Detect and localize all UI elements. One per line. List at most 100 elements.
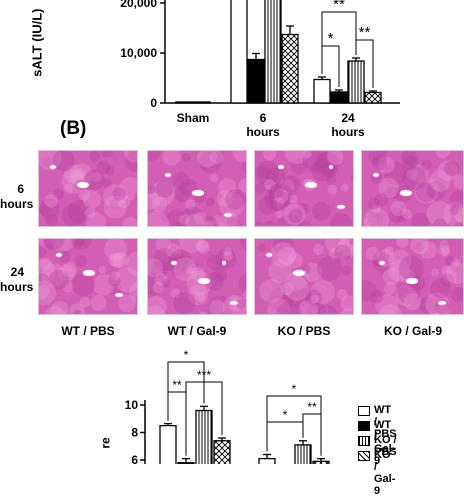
- tissue-patch: [243, 290, 246, 300]
- tissue-patch: [273, 188, 289, 204]
- tissue-patch: [39, 151, 62, 171]
- y-tick-label: 6: [131, 453, 138, 464]
- histology-6h-ko-gal9: [361, 150, 464, 227]
- tissue-patch: [184, 263, 196, 274]
- tissue-patch: [172, 171, 190, 189]
- x-tick-label: Sham: [177, 111, 210, 125]
- tissue-patch: [426, 201, 453, 226]
- tissue-patch: [123, 151, 137, 163]
- tissue-patch: [119, 177, 137, 200]
- tissue-background: [362, 239, 463, 314]
- legend-swatch-crosshatch: [358, 451, 370, 461]
- tissue-patch: [195, 239, 209, 252]
- tissue-texture: [148, 151, 246, 226]
- tissue-patch: [50, 300, 69, 314]
- tissue-patch: [154, 273, 168, 286]
- bar: [258, 457, 276, 464]
- tissue-patch: [209, 151, 224, 165]
- tissue-patch: [436, 305, 450, 314]
- vessel: [372, 172, 380, 178]
- tissue-patch: [167, 253, 190, 276]
- tissue-patch: [69, 239, 92, 251]
- tissue-patch: [238, 178, 246, 193]
- tissue-patch: [311, 201, 331, 221]
- col-label-ko-gal9: KO / Gal-9: [383, 324, 442, 338]
- tissue-patch: [44, 194, 58, 208]
- histology-6h-wt-gal9: [147, 150, 247, 227]
- histology-24h-wt-gal9: [147, 238, 247, 315]
- tissue-patch: [383, 268, 400, 285]
- tissue-patch: [290, 158, 308, 175]
- tissue-patch: [98, 265, 107, 274]
- tissue-patch: [310, 279, 335, 305]
- bar: [330, 91, 348, 104]
- tissue-patch: [337, 239, 353, 256]
- tissue-patch: [264, 166, 286, 188]
- vessel: [304, 181, 318, 189]
- tissue-patch: [326, 151, 344, 166]
- tissue-patch: [310, 294, 320, 304]
- tissue-patch: [405, 168, 418, 181]
- tissue-patch: [111, 271, 121, 281]
- tissue-texture: [39, 239, 137, 314]
- tissue-patch: [148, 210, 169, 226]
- tissue-patch: [321, 162, 338, 178]
- tissue-patch: [298, 300, 319, 314]
- tissue-patch: [282, 175, 301, 193]
- tissue-patch: [39, 258, 56, 285]
- tissue-patch: [238, 273, 246, 295]
- tissue-patch: [340, 307, 353, 314]
- tissue-patch: [453, 221, 463, 226]
- tissue-patch: [384, 246, 394, 255]
- tissue-patch: [283, 203, 306, 226]
- y-tick-label: 8: [131, 426, 138, 440]
- tissue-patch: [223, 247, 232, 256]
- tissue-patch: [302, 151, 329, 173]
- tissue-patch: [117, 195, 131, 209]
- tissue-patch: [89, 151, 101, 162]
- tissue-patch: [239, 239, 246, 251]
- tissue-patch: [72, 309, 82, 314]
- tissue-patch: [339, 253, 348, 262]
- tissue-patch: [303, 262, 323, 282]
- tissue-patch: [441, 265, 453, 277]
- tissue-patch: [271, 198, 284, 212]
- tissue-patch: [79, 296, 91, 308]
- tissue-patch: [181, 152, 191, 162]
- tissue-patch: [215, 248, 237, 270]
- tissue-patch: [378, 177, 399, 199]
- tissue-patch: [74, 167, 87, 180]
- tissue-patch: [57, 264, 76, 282]
- tissue-patch: [63, 164, 83, 184]
- tissue-patch: [329, 248, 341, 260]
- vessel: [76, 181, 90, 189]
- tissue-patch: [173, 257, 198, 282]
- tissue-patch: [396, 239, 409, 248]
- vessel: [399, 189, 413, 197]
- tissue-patch: [316, 304, 338, 314]
- tissue-patch: [226, 216, 239, 226]
- tissue-patch: [161, 213, 170, 223]
- tissue-patch: [431, 268, 440, 277]
- legend-swatch-solid: [358, 421, 370, 431]
- tissue-patch: [372, 155, 388, 171]
- tissue-patch: [225, 189, 246, 210]
- tissue-patch: [208, 299, 226, 314]
- tissue-patch: [368, 151, 388, 166]
- tissue-patch: [362, 280, 377, 302]
- tissue-patch: [450, 286, 463, 303]
- col-label-wt-pbs: WT / PBS: [61, 324, 115, 338]
- tissue-patch: [187, 284, 209, 306]
- tissue-patch: [166, 243, 181, 258]
- tissue-patch: [97, 160, 111, 174]
- tissue-patch: [190, 267, 206, 282]
- tissue-patch: [279, 179, 295, 194]
- tissue-patch: [241, 161, 246, 174]
- tissue-patch: [426, 180, 446, 201]
- tissue-texture: [362, 151, 463, 226]
- tissue-patch: [255, 221, 265, 226]
- tissue-patch: [444, 161, 460, 177]
- tissue-patch: [150, 260, 169, 279]
- tissue-patch: [262, 220, 277, 226]
